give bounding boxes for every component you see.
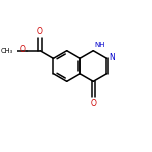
Text: O: O: [37, 27, 42, 36]
Text: NH: NH: [94, 42, 104, 48]
Text: O: O: [90, 99, 96, 108]
Text: O: O: [20, 45, 26, 54]
Text: CH₃: CH₃: [0, 48, 13, 54]
Text: N: N: [109, 53, 115, 62]
